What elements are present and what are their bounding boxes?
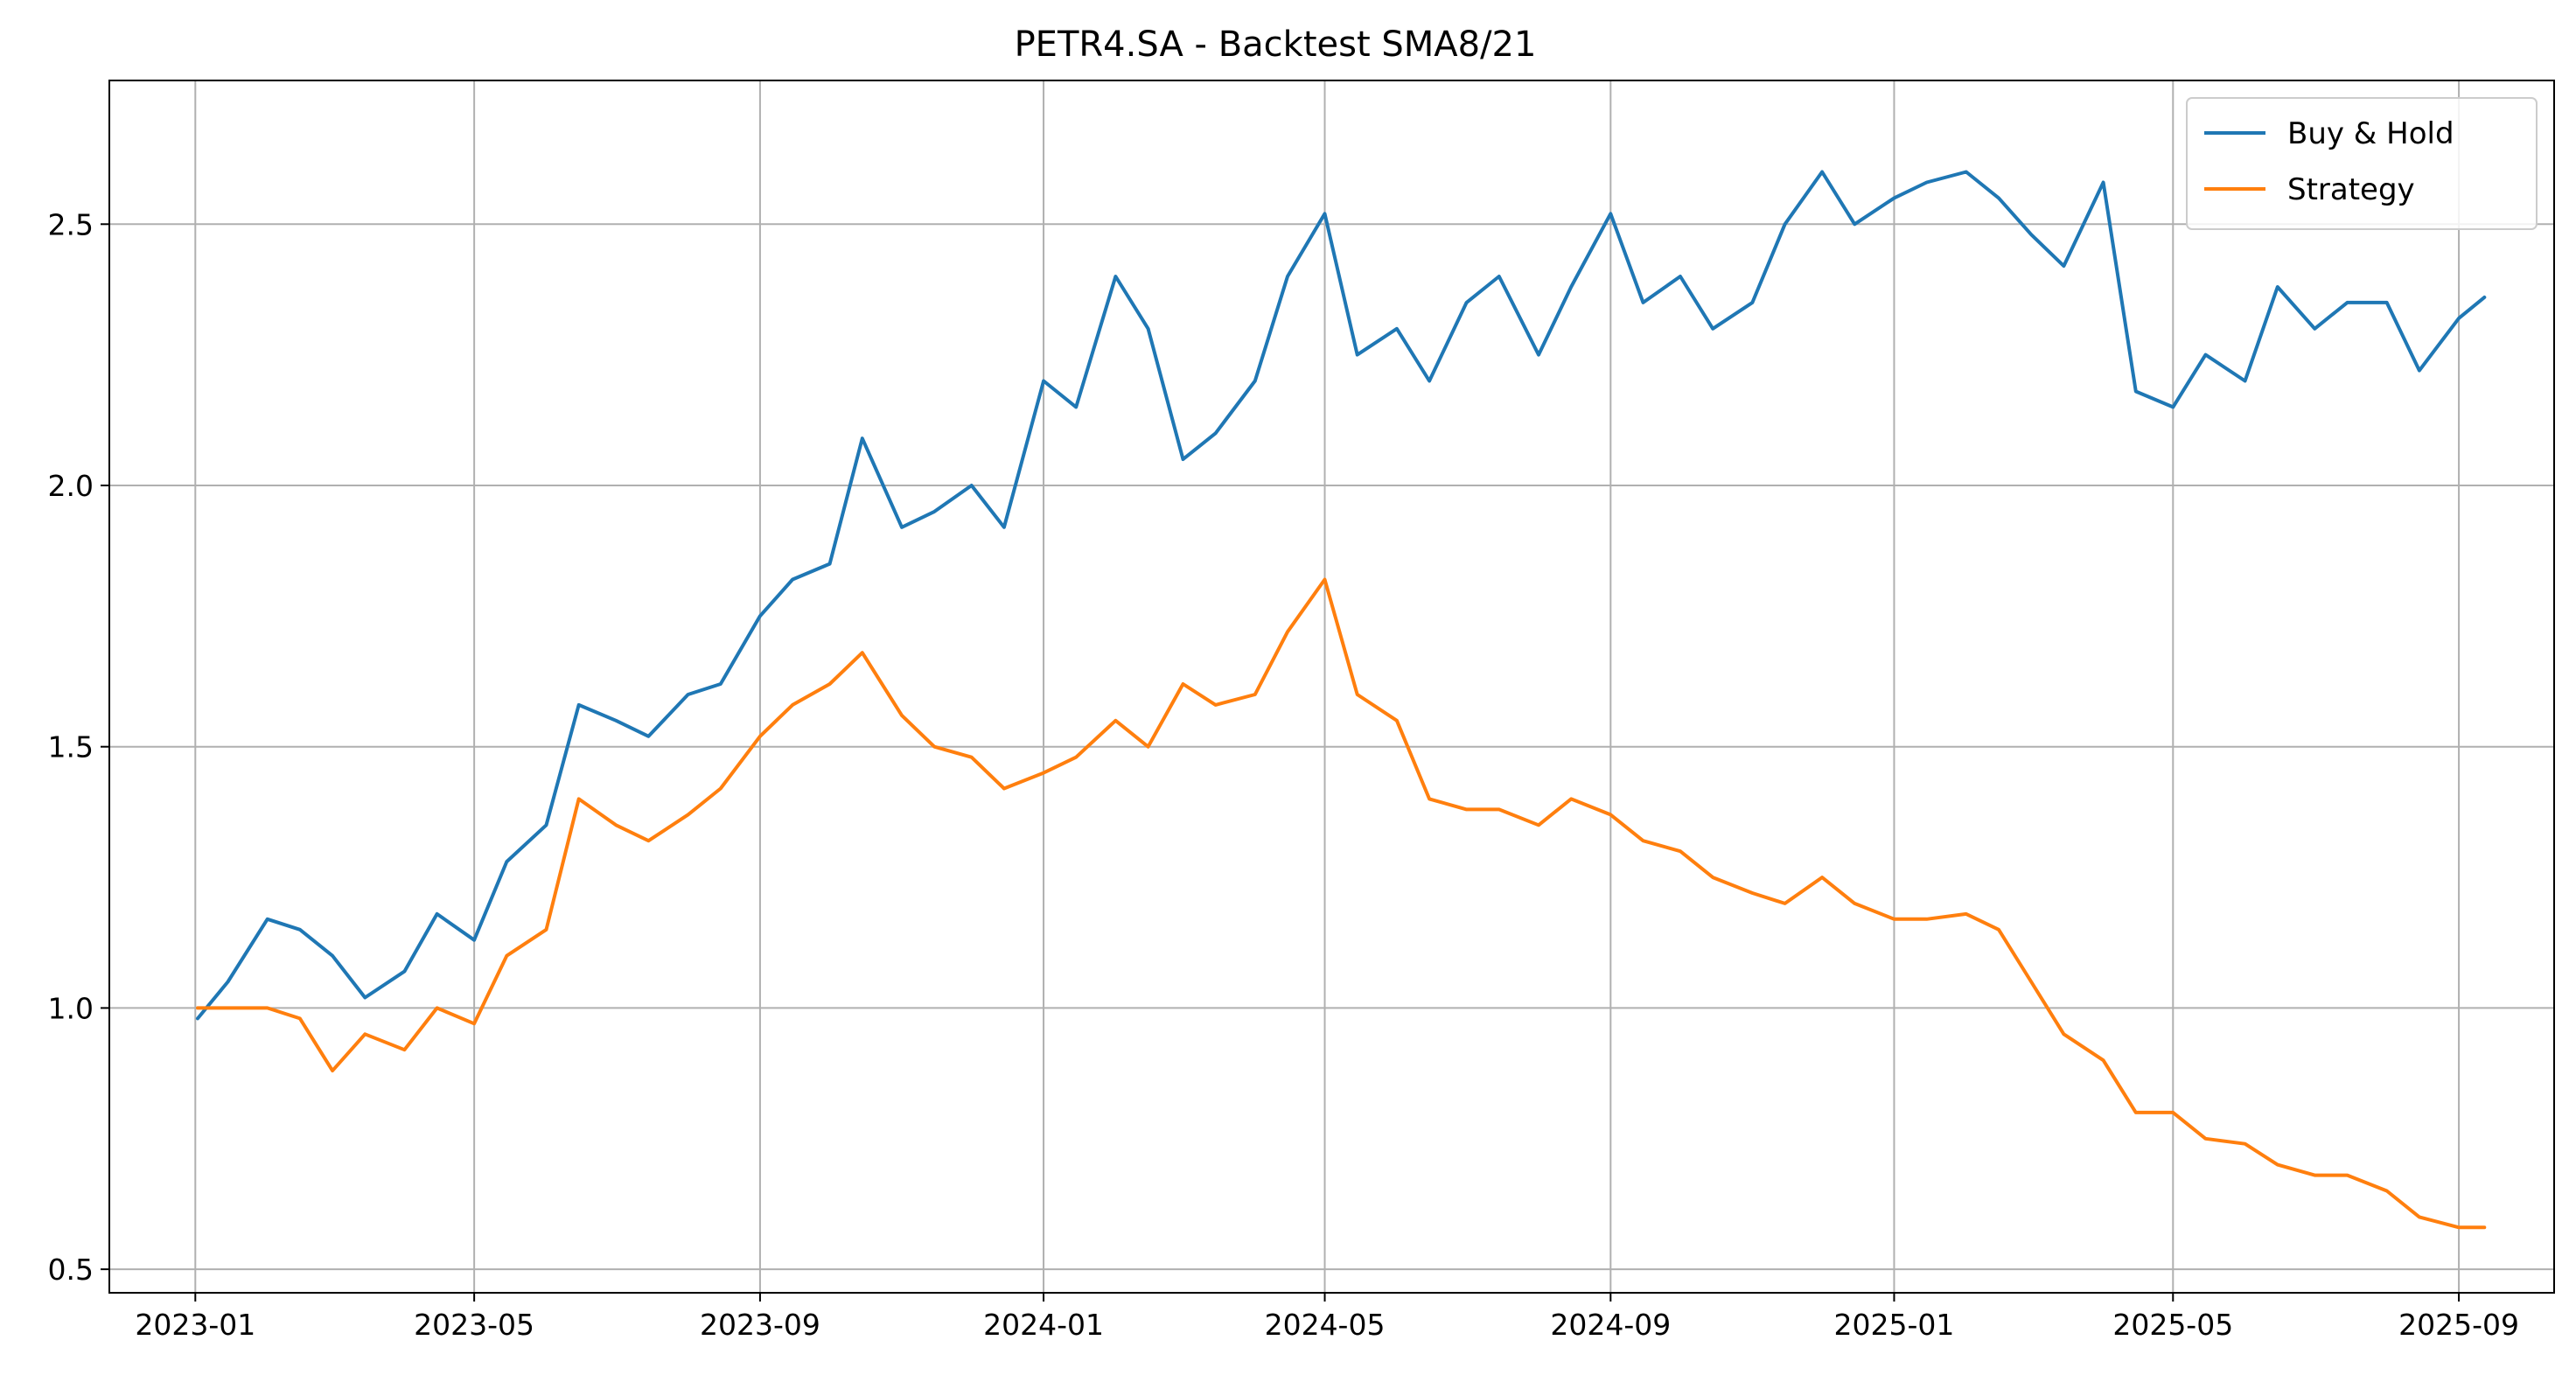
x-tick-label: 2023-01 (135, 1308, 255, 1342)
series-layer (196, 170, 2487, 1230)
legend-label: Buy & Hold (2287, 116, 2454, 151)
x-tick-label: 2025-09 (2398, 1308, 2519, 1342)
x-tick-label: 2025-05 (2112, 1308, 2233, 1342)
x-tick-label: 2023-05 (414, 1308, 534, 1342)
y-tick-label: 0.5 (48, 1253, 94, 1287)
grid-layer (109, 80, 2554, 1293)
legend-label: Strategy (2287, 172, 2415, 207)
tick-layer: 2023-01 2023-05 2023-09 2024-01 2024-05 2024-… (48, 207, 2519, 1342)
series-line-buy-and-hold (196, 170, 2487, 1021)
x-tick-label: 2025-01 (1834, 1308, 1955, 1342)
legend-box (2186, 97, 2538, 230)
y-tick-label: 1.5 (48, 730, 94, 764)
y-tick-label: 2.5 (48, 207, 94, 241)
series-line-strategy (196, 577, 2487, 1230)
legend: Buy & Hold Strategy (2186, 97, 2538, 230)
y-tick-label: 1.0 (48, 991, 94, 1025)
y-tick-label: 2.0 (48, 469, 94, 503)
x-tick-label: 2024-05 (1265, 1308, 1386, 1342)
x-tick-label: 2024-09 (1550, 1308, 1671, 1342)
plot-area-frame (108, 80, 2555, 1294)
x-tick-label: 2024-01 (983, 1308, 1104, 1342)
x-tick-label: 2023-09 (700, 1308, 820, 1342)
chart-title: PETR4.SA - Backtest SMA8/21 (1015, 24, 1537, 65)
